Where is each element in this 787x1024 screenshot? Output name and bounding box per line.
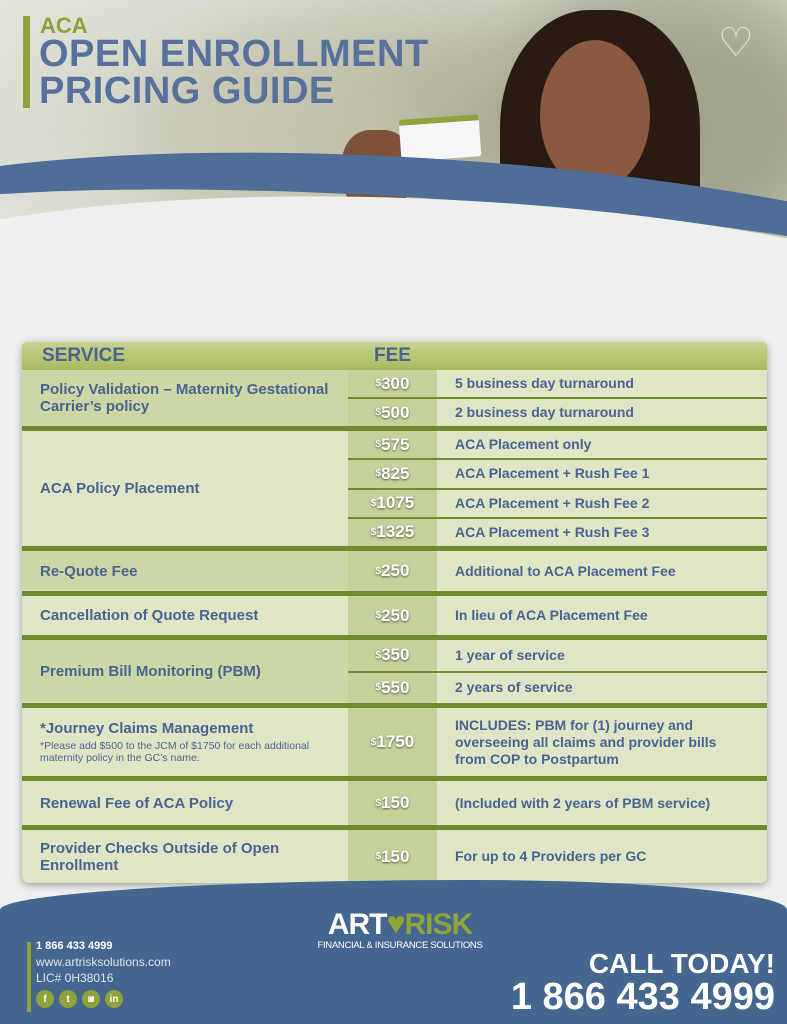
table-row: Renewal Fee of ACA Policy $150 (Included w… [22,781,767,825]
fee-option: $150 (Included with 2 years of PBM servic… [348,781,767,825]
fee-amount: $350 [348,640,437,671]
fee-option: $250 Additional to ACA Placement Fee [348,551,767,591]
fee-description: ACA Placement + Rush Fee 2 [437,489,767,517]
fee-option: $150 For up to 4 Providers per GC [348,830,767,883]
footer-license: LIC# 0H38016 [36,971,114,985]
service-name: Re-Quote Fee [22,551,348,591]
footer-website[interactable]: www.artrisksolutions.com [36,955,171,969]
fee-amount: $250 [348,551,437,591]
fee-amount: $300 [348,370,437,397]
instagram-icon[interactable]: ◙ [82,990,100,1008]
fee-amount: $1325 [348,518,437,546]
fee-description: 5 business day turnaround [437,370,767,397]
fee-amount: $1750 [348,708,437,776]
service-name: *Journey Claims Management *Please add $5… [22,708,348,776]
header-fee: FEE [374,345,411,366]
fee-description: ACA Placement + Rush Fee 1 [437,460,767,488]
fee-description: For up to 4 Providers per GC [437,830,767,883]
photo-caption: ACA POLICY PLACEMENT [418,170,493,198]
fee-description: 2 years of service [437,672,767,703]
fee-description: 2 business day turnaround [437,399,767,426]
pricing-table: SERVICE FEE Policy Validation – Maternit… [22,342,767,883]
fee-description: ACA Placement + Rush Fee 3 [437,518,767,546]
fee-amount: $1075 [348,489,437,517]
table-row: Re-Quote Fee $250 Additional to ACA Placem… [22,551,767,591]
page-title: OPEN ENROLLMENT PRICING GUIDE [39,33,429,112]
fee-amount: $150 [348,830,437,883]
footer-phone[interactable]: 1 866 433 4999 [36,940,113,952]
service-note: *Please add $500 to the JCM of $1750 for… [40,740,310,764]
fee-description: ACA Placement only [437,431,767,459]
service-name: Provider Checks Outside of Open Enrollme… [22,830,348,883]
service-name: ACA Policy Placement [22,431,348,546]
table-row: Provider Checks Outside of Open Enrollme… [22,830,767,883]
fee-description: Additional to ACA Placement Fee [437,551,767,591]
service-name: Renewal Fee of ACA Policy [22,781,348,825]
footer [0,880,787,1024]
table-row: Policy Validation – Maternity Gestationa… [22,370,767,426]
fee-description: In lieu of ACA Placement Fee [437,596,767,635]
fee-option: $300 5 business day turnaround [348,370,767,399]
table-row: Cancellation of Quote Request $250 In lieu… [22,596,767,635]
facebook-icon[interactable]: f [36,990,54,1008]
fee-option: $1075 ACA Placement + Rush Fee 2 [348,489,767,519]
call-to-action: CALL TODAY! [588,948,775,979]
fee-amount: $500 [348,399,437,426]
logo: ART♥RISK FINANCIAL & INSURANCE SOLUTIONS [317,905,483,951]
table-row: ACA Policy Placement $575 ACA Placement on… [22,431,767,546]
kicker: ACA [40,13,88,38]
linkedin-icon[interactable]: in [105,990,123,1008]
fee-option: $1325 ACA Placement + Rush Fee 3 [348,518,767,546]
heart-hands-icon: ♡ [718,21,754,65]
hero-photo: ACA POLICY PLACEMENT ACA OPEN ENROLLMENT P… [0,0,787,330]
fee-option: $1750 INCLUDES: PBM for (1) journey and o… [348,708,767,776]
accent-bar [23,16,30,108]
insurance-card-image [398,114,482,162]
fee-amount: $575 [348,431,437,459]
fee-option: $575 ACA Placement only [348,431,767,461]
social-links: f t ◙ in [36,990,123,1008]
service-name: Policy Validation – Maternity Gestationa… [22,370,348,426]
fee-option: $250 In lieu of ACA Placement Fee [348,596,767,635]
twitter-icon[interactable]: t [59,990,77,1008]
fee-amount: $250 [348,596,437,635]
fee-option: $500 2 business day turnaround [348,399,767,426]
fee-description: INCLUDES: PBM for (1) journey and overse… [437,708,767,776]
fee-option: $350 1 year of service [348,640,767,673]
service-name: Cancellation of Quote Request [22,596,348,635]
fee-option: $825 ACA Placement + Rush Fee 1 [348,460,767,490]
table-header: SERVICE FEE [22,342,767,370]
table-row: *Journey Claims Management *Please add $5… [22,708,767,776]
table-row: Premium Bill Monitoring (PBM) $350 1 year … [22,640,767,703]
fee-amount: $825 [348,460,437,488]
fee-amount: $550 [348,672,437,703]
heart-hands-icon: ♥ [386,905,405,941]
fee-description: (Included with 2 years of PBM service) [437,781,767,825]
fee-description: 1 year of service [437,640,767,671]
fee-option: $550 2 years of service [348,672,767,703]
cta-phone[interactable]: 1 866 433 4999 [510,976,775,1018]
header-service: SERVICE [42,345,126,366]
service-name: Premium Bill Monitoring (PBM) [22,640,348,703]
fee-amount: $150 [348,781,437,825]
